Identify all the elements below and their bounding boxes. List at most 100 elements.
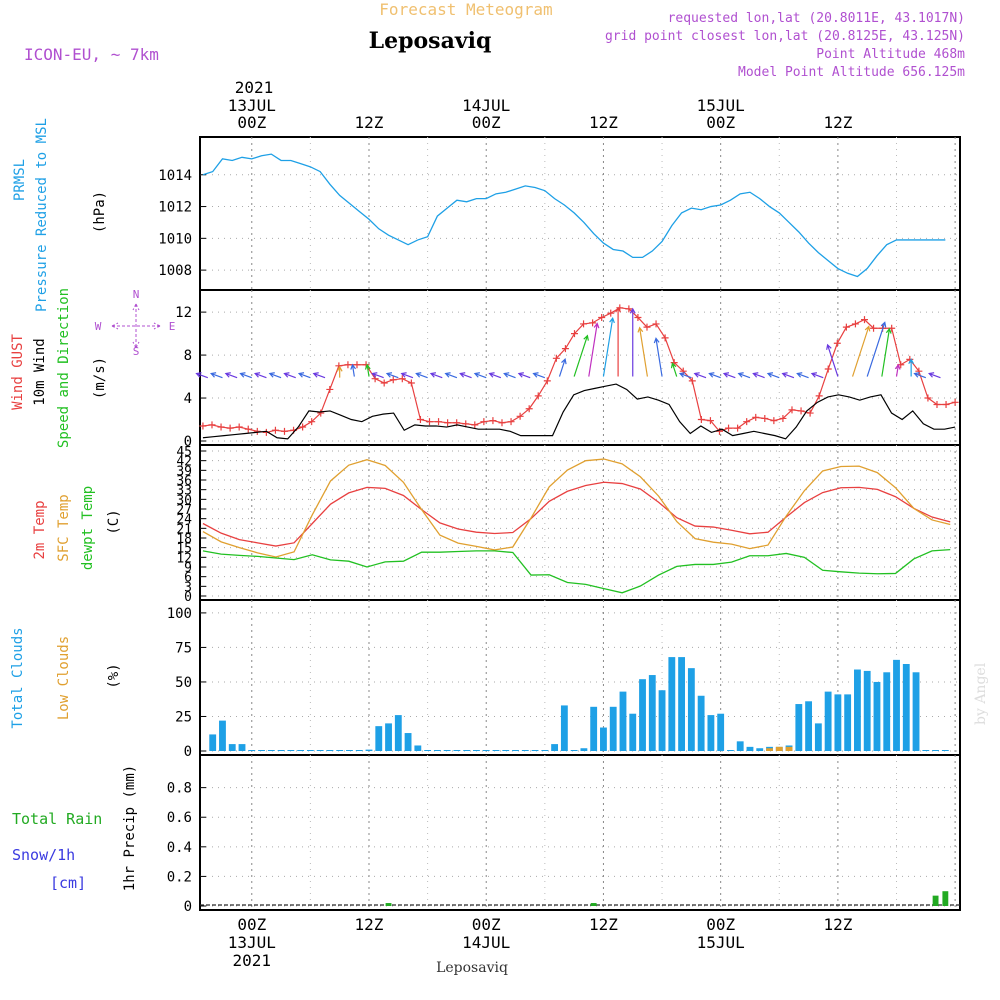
- y-tick-label: 45: [176, 445, 192, 460]
- y-tick-label: 27: [176, 503, 192, 518]
- bottom-time-label: 12Z: [589, 915, 618, 934]
- total-cloud-bar: [531, 750, 539, 751]
- total-cloud-bar: [834, 694, 842, 751]
- total-cloud-bar: [756, 748, 764, 751]
- clouds-panel: 0 25 50 75 100: [167, 599, 961, 760]
- gust-marker: [561, 345, 569, 353]
- total-cloud-bar: [600, 727, 607, 751]
- y-tick-label: 4: [184, 391, 192, 407]
- gust-marker: [444, 419, 452, 427]
- total-clouds-title: Total Clouds: [10, 627, 26, 728]
- wind-arrow: [195, 372, 209, 379]
- top-time-label: 15JUL: [697, 96, 745, 115]
- total-cloud-bar: [551, 744, 559, 751]
- bottom-time-label: 12Z: [823, 915, 852, 934]
- top-time-label: 13JUL: [228, 96, 276, 115]
- wind-arrow: [766, 372, 780, 379]
- low-cloud-bar: [785, 746, 793, 751]
- y-tick-label: 15: [176, 542, 192, 557]
- gust-marker: [661, 334, 669, 342]
- bottom-time-label: 00Z: [237, 915, 266, 934]
- credit: by Angel: [973, 662, 989, 725]
- gust-marker: [217, 423, 225, 431]
- total-cloud-bar: [922, 750, 930, 751]
- y-tick-label: 36: [176, 474, 192, 489]
- total-cloud-bar: [746, 746, 754, 751]
- gust-marker: [380, 379, 388, 387]
- gust-marker: [625, 305, 633, 313]
- y-tick-label: 0: [184, 899, 192, 915]
- wind-arrow: [283, 372, 296, 379]
- gust-marker: [842, 323, 850, 331]
- total-cloud-bar: [473, 750, 480, 751]
- y-tick-label: 3: [184, 580, 192, 595]
- wind-arrow: [253, 372, 267, 379]
- bottom-time-label: 15JUL: [697, 933, 745, 952]
- y-tick-label: 21: [176, 522, 192, 537]
- compass-n: N: [133, 288, 140, 301]
- total-cloud-bar: [209, 734, 217, 751]
- wind-arrow: [517, 372, 531, 379]
- total-cloud-bar: [707, 715, 715, 751]
- wind-arrow: [693, 372, 707, 379]
- rain-bar: [590, 903, 597, 906]
- y-tick-label: 18: [176, 532, 192, 547]
- compass-s: S: [133, 345, 140, 358]
- y-tick-label: 100: [167, 606, 192, 622]
- y-tick-label: 24: [176, 513, 192, 528]
- top-time-label: 00Z: [472, 113, 501, 132]
- gust-marker: [607, 309, 615, 317]
- total-cloud-bar: [365, 749, 373, 751]
- gust-marker: [498, 419, 506, 427]
- snow-label: Snow/1h: [12, 846, 75, 864]
- wind-arrow: [796, 372, 809, 379]
- low-cloud-bar: [766, 748, 773, 751]
- total-cloud-bar: [482, 750, 490, 751]
- precip-axis-title: 1hr Precip (mm): [122, 765, 138, 891]
- wind-arrow: [444, 372, 458, 379]
- gust-line: [202, 307, 956, 434]
- rain-bar: [932, 895, 939, 906]
- total-cloud-bar: [277, 750, 285, 751]
- total-cloud-bar: [629, 713, 637, 751]
- location-title: Leposaviq: [369, 28, 492, 54]
- total-cloud-bar: [521, 750, 529, 751]
- y-tick-label: 0: [184, 744, 192, 760]
- gust-marker: [688, 377, 696, 385]
- wind-arrow: [752, 372, 765, 379]
- total-cloud-bar: [394, 715, 402, 751]
- wind-arrow: [239, 372, 252, 379]
- rain-bar: [385, 903, 392, 906]
- top-year: 2021: [235, 78, 274, 97]
- total-cloud-bar: [404, 733, 412, 751]
- total-cloud-bar: [814, 723, 822, 751]
- wind-arrow: [415, 372, 428, 379]
- total-cloud-bar: [248, 750, 256, 751]
- wind-arrow: [268, 372, 282, 379]
- direction-axis-title: Speed and Direction: [56, 288, 72, 448]
- wind-arrow: [459, 372, 472, 379]
- requested-coords: requested lon,lat (20.8011E, 43.1017N): [668, 11, 965, 26]
- wind-arrow: [810, 372, 824, 379]
- total-rain-label: Total Rain: [12, 810, 102, 828]
- wind-unit: (m/s): [92, 357, 108, 399]
- gust-marker: [725, 424, 733, 432]
- pressure-axis-subtitle: Pressure Reduced to MSL: [34, 118, 50, 312]
- compass-e: E: [169, 320, 176, 333]
- wind-arrow: [637, 326, 648, 377]
- total-cloud-bar: [287, 750, 295, 751]
- gust-marker: [407, 379, 415, 387]
- total-cloud-bar: [570, 750, 578, 751]
- y-tick-label: 1012: [158, 200, 192, 216]
- gust-marker: [280, 427, 288, 435]
- wind-arrow: [400, 372, 414, 379]
- total-cloud-bar: [502, 750, 510, 751]
- total-cloud-bar: [873, 681, 881, 751]
- model-name: ICON-EU, ~ 7km: [24, 45, 159, 64]
- bottom-time-label: 00Z: [472, 915, 501, 934]
- gust-marker: [271, 426, 279, 434]
- gust-marker: [851, 320, 859, 328]
- wind-arrow: [881, 327, 892, 377]
- point-altitude: Point Altitude 468m: [816, 47, 965, 62]
